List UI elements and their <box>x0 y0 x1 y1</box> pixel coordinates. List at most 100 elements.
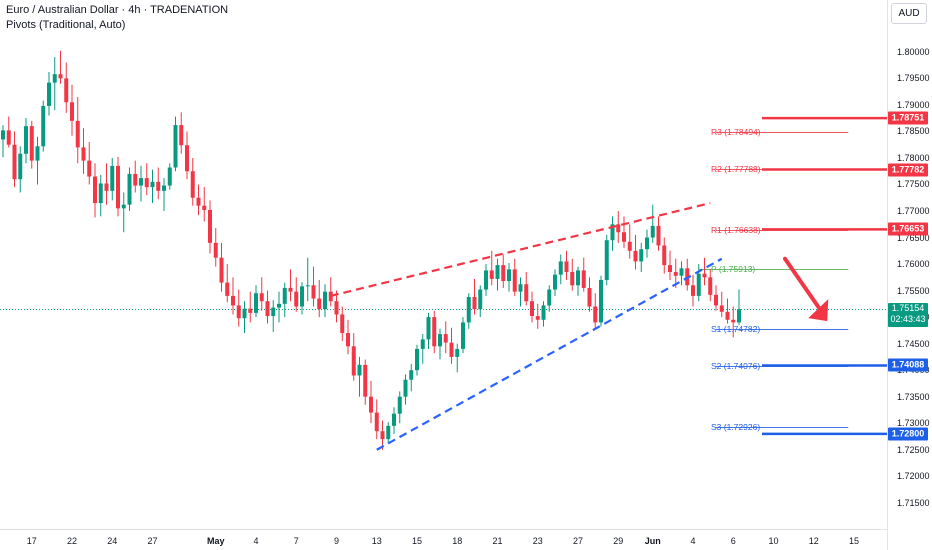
candle-body <box>599 279 603 323</box>
candle-body <box>576 270 580 286</box>
price-tick-label: 1.73000 <box>897 418 930 429</box>
candle-body <box>242 308 247 319</box>
trendline-rising-wedge-upper <box>330 201 711 297</box>
arrow-shaft <box>783 256 824 314</box>
candle-body <box>162 185 166 191</box>
candle-body <box>127 173 132 205</box>
key-level-tag: 1.78751 <box>888 111 928 125</box>
candle-body <box>173 125 178 168</box>
time-tick-label: 21 <box>492 536 503 546</box>
indicator-label[interactable]: Pivots (Traditional, Auto) <box>6 19 126 31</box>
candle-body <box>443 334 448 343</box>
candle-body <box>64 78 69 103</box>
time-tick-label: 27 <box>147 536 158 546</box>
key-level-tag: 1.76653 <box>888 222 928 236</box>
time-tick-label: 24 <box>107 536 118 546</box>
candle-body <box>133 173 138 186</box>
candle-body <box>386 425 391 440</box>
candle-body <box>392 413 396 426</box>
current-price-value: 1.75154 <box>891 303 925 314</box>
candle-body <box>489 270 494 279</box>
candle-body <box>495 265 500 279</box>
pivot-label: S2 (1.74076) <box>711 361 761 372</box>
candle-body <box>587 287 592 307</box>
trendline-rising-wedge-lower <box>376 257 723 451</box>
time-tick-label: 12 <box>808 536 819 546</box>
time-tick-label: 29 <box>613 536 624 546</box>
candle-body <box>282 287 287 304</box>
candle-body <box>737 309 741 323</box>
time-tick-label: 7 <box>293 536 299 546</box>
candle-body <box>75 120 80 148</box>
pivot-label: R1 (1.76638) <box>711 225 761 236</box>
candle-body <box>530 301 534 317</box>
candle-body <box>725 311 730 320</box>
candle-body <box>18 153 23 180</box>
candle-body <box>501 265 506 282</box>
time-tick-label: May <box>206 536 225 546</box>
candle-body <box>547 289 552 306</box>
candle-body <box>645 237 649 250</box>
candle-body <box>185 145 189 172</box>
candle-body <box>656 225 661 246</box>
candle-body <box>369 396 373 413</box>
candle-body <box>484 270 488 290</box>
price-tick-label: 1.74500 <box>897 338 930 349</box>
candle-body <box>156 181 161 191</box>
time-tick-label: 18 <box>452 536 463 546</box>
candle-body <box>116 165 120 209</box>
candle-body <box>570 272 575 286</box>
candle-body <box>144 178 149 188</box>
candle-body <box>196 197 201 206</box>
candle-body <box>518 284 523 292</box>
key-level-tag: 1.74088 <box>888 358 928 372</box>
time-tick-label: 15 <box>848 536 860 546</box>
price-tick-label: 1.76000 <box>897 259 930 270</box>
candle-body <box>553 274 557 290</box>
time-tick-label: 9 <box>333 536 340 546</box>
candle-body <box>507 269 511 282</box>
candle-body <box>225 282 230 296</box>
bearish-arrow <box>783 256 829 322</box>
candle-body <box>708 277 713 295</box>
candle-body <box>610 224 615 241</box>
candle-body <box>98 183 103 204</box>
candle-body <box>231 295 235 306</box>
candle-body <box>323 291 327 310</box>
price-tick-label: 1.73500 <box>897 391 930 402</box>
chart-title: Euro / Australian Dollar · 4h · TRADENAT… <box>6 4 229 16</box>
candle-body <box>455 348 460 357</box>
candle-body <box>650 225 655 238</box>
currency-button[interactable]: AUD <box>891 3 927 24</box>
candle-body <box>236 305 241 319</box>
candle-body <box>696 273 701 296</box>
candle-body <box>259 293 264 302</box>
time-tick-label: 13 <box>371 536 382 546</box>
pivot-label: P (1.75913) <box>711 263 756 274</box>
candle-body <box>627 241 632 251</box>
candle-body <box>449 342 454 357</box>
candle-body <box>380 431 385 440</box>
time-tick-label: 23 <box>532 536 543 546</box>
candle-body <box>466 296 471 323</box>
price-tick-label: 1.80000 <box>897 46 930 57</box>
candle-body <box>300 286 304 307</box>
candle-body <box>604 240 609 280</box>
candle-body <box>41 105 46 147</box>
candle-body <box>512 269 517 292</box>
candle-body <box>24 126 28 154</box>
price-tick-label: 1.77000 <box>897 206 930 217</box>
candle-body <box>558 261 563 275</box>
time-tick-label: 17 <box>26 536 37 546</box>
time-tick-label: 4 <box>253 536 259 546</box>
price-tick-label: 1.79000 <box>897 99 930 110</box>
candle-body <box>248 308 253 313</box>
candle-body <box>328 291 333 302</box>
candle-body <box>47 82 51 106</box>
candle-body <box>334 301 339 315</box>
time-tick-label: 22 <box>66 536 78 546</box>
candle-body <box>679 268 684 276</box>
candle-body <box>351 346 356 376</box>
